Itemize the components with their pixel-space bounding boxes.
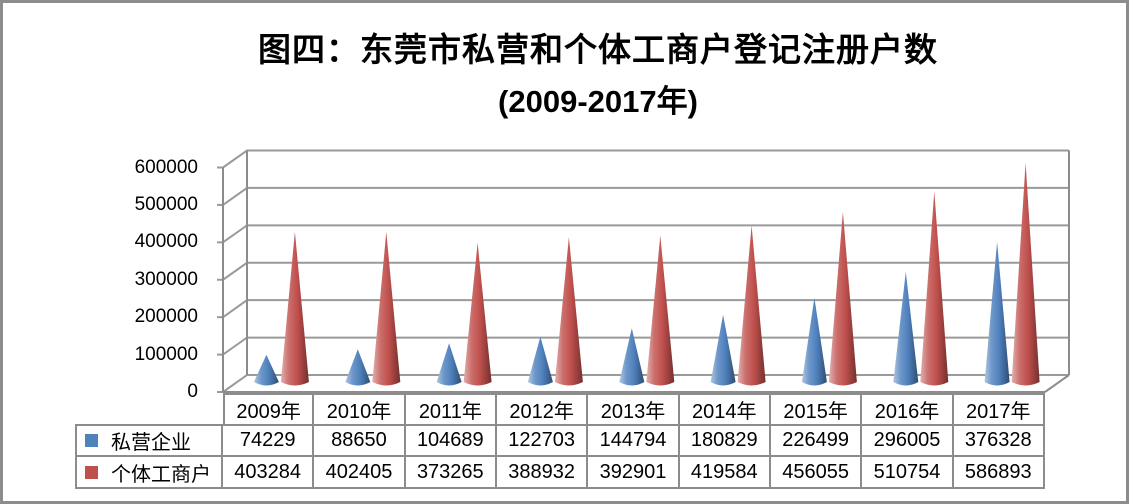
y-axis-tick-label: 0	[187, 381, 198, 402]
x-axis-category-label: 2014年	[679, 393, 771, 424]
y-axis-tick-label: 200000	[134, 306, 198, 328]
gridline	[222, 261, 1069, 281]
series-value-cell: 373265	[405, 455, 497, 489]
y-axis-tick-label: 400000	[134, 231, 198, 253]
y-axis-tick-label: 600000	[134, 156, 198, 178]
table-corner-spacer	[75, 393, 223, 424]
cone-series	[253, 162, 1040, 386]
cone-个体工商户-2014年	[737, 225, 766, 386]
series-value-cell: 296005	[862, 424, 954, 455]
chart-title: 图四：东莞市私营和个体工商户登记注册户数	[258, 31, 938, 68]
x-axis-category-label: 2013年	[588, 393, 680, 424]
series-value-cell: 392901	[588, 455, 680, 489]
series-value-cell: 388932	[496, 455, 589, 489]
y-axis-tick-label: 100000	[134, 343, 198, 365]
cone-个体工商户-2009年	[280, 231, 309, 386]
series-value-cell: 510754	[862, 455, 954, 489]
cone-私营企业-2013年	[619, 328, 645, 386]
series-name-label: 个体工商户	[111, 463, 211, 486]
series-value-cell: 586893	[953, 455, 1045, 489]
series-value-cell: 104689	[405, 424, 497, 455]
cone-私营企业-2016年	[893, 271, 919, 386]
legend-row-header: 私营企业	[75, 424, 223, 455]
legend-row-header: 个体工商户	[75, 455, 223, 489]
data-table: 2009年 2010年 2011年 2012年 2013年 2014年 2015年 2016年…	[75, 393, 1045, 489]
series-name-label: 私营企业	[111, 432, 191, 454]
series-value-cell: 456055	[770, 455, 863, 489]
x-axis-category-label: 2010年	[314, 393, 406, 424]
series-value-cell: 144794	[588, 424, 680, 455]
series-value-cell: 74229	[223, 424, 315, 455]
cone-私营企业-2017年	[984, 241, 1010, 386]
x-axis-category-label: 2012年	[496, 393, 589, 424]
x-axis-category-label: 2009年	[223, 393, 315, 424]
series-value-cell: 226499	[770, 424, 863, 455]
cone-私营企业-2011年	[436, 343, 462, 386]
cone-私营企业-2010年	[345, 349, 371, 386]
series-value-cell: 403284	[223, 455, 315, 489]
axis-outlines	[222, 150, 1070, 393]
x-axis-category-label: 2016年	[862, 393, 954, 424]
gridline	[222, 149, 1069, 169]
gridline	[222, 224, 1069, 244]
x-axis-category-label: 2017年	[953, 393, 1045, 424]
cone-个体工商户-2016年	[920, 191, 949, 386]
cone-私营企业-2009年	[253, 354, 279, 386]
cone-个体工商户-2012年	[554, 237, 583, 386]
x-axis-category-label: 2015年	[770, 393, 863, 424]
cone-个体工商户-2011年	[463, 242, 492, 386]
cone-私营企业-2012年	[527, 336, 553, 386]
cone-chart-plot-area	[217, 149, 1070, 393]
chart-subtitle: (2009-2017年)	[498, 84, 698, 119]
cone-个体工商户-2017年	[1011, 162, 1040, 386]
cone-个体工商户-2013年	[646, 235, 675, 386]
series-value-cell: 180829	[679, 424, 771, 455]
cone-私营企业-2014年	[710, 314, 736, 386]
series-value-cell: 122703	[496, 424, 589, 455]
cone-私营企业-2015年	[801, 297, 827, 386]
cone-个体工商户-2010年	[372, 231, 401, 386]
legend-key-swatch	[85, 434, 98, 447]
cone-个体工商户-2015年	[828, 211, 857, 386]
x-axis-category-label: 2011年	[405, 393, 497, 424]
floor-right-edge	[1044, 374, 1070, 393]
series-value-cell: 88650	[314, 424, 406, 455]
y-axis-tick-label: 300000	[134, 268, 198, 290]
legend-key-swatch	[85, 465, 98, 479]
series-value-cell: 419584	[679, 455, 771, 489]
series-value-cell: 402405	[314, 455, 406, 489]
series-value-cell: 376328	[953, 424, 1045, 455]
y-axis-tick-label: 500000	[134, 193, 198, 215]
gridline	[222, 186, 1069, 206]
